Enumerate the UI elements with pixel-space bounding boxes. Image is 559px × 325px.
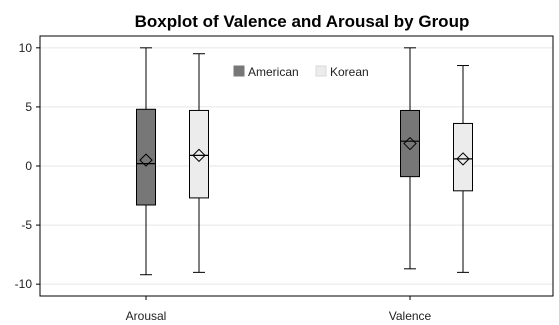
grid-lines — [40, 47, 553, 285]
mean-marker — [139, 153, 153, 167]
y-tick-label: 10 — [19, 41, 33, 55]
box-korean-arousal — [189, 53, 209, 273]
x-axis: Arousal Valence — [126, 296, 432, 323]
box-iqr — [453, 122, 473, 192]
legend-label: American — [248, 65, 299, 79]
mean-marker — [192, 148, 206, 163]
legend-swatch — [233, 65, 245, 77]
mean-marker — [456, 152, 470, 166]
chart-title: Boxplot of Valence and Arousal by Group — [135, 12, 470, 31]
box-iqr — [136, 108, 156, 206]
box-korean-valence — [453, 65, 473, 273]
y-tick-label: -5 — [21, 218, 32, 232]
legend-label: Korean — [330, 65, 369, 79]
box-american-valence — [400, 47, 420, 270]
mean-marker — [403, 136, 417, 151]
box-series — [136, 47, 473, 276]
x-tick-label: Arousal — [126, 309, 167, 323]
y-tick-label: -10 — [15, 277, 33, 291]
x-tick-label: Valence — [389, 309, 432, 323]
y-tick-label: 0 — [25, 159, 32, 173]
legend-swatch — [315, 65, 327, 77]
box-american-arousal — [136, 47, 156, 276]
box-iqr — [400, 109, 420, 178]
y-axis: -10 -5 0 5 10 — [15, 41, 40, 291]
legend: American Korean — [233, 65, 369, 79]
box-iqr — [189, 109, 209, 199]
y-tick-label: 5 — [25, 100, 32, 114]
